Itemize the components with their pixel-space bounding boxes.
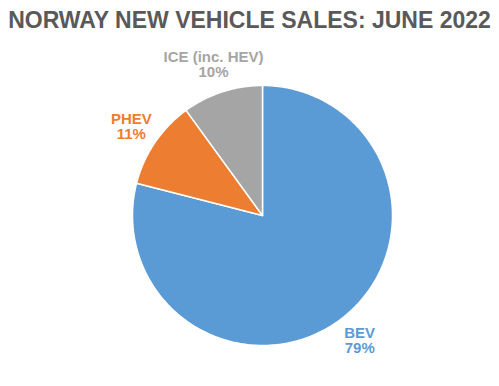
svg-text:BEV79%: BEV79% — [344, 324, 375, 356]
svg-text:PHEV11%: PHEV11% — [111, 110, 152, 142]
html-text:NORWAY NEW VEHICLE SALES: JUNE: NORWAY NEW VEHICLE SALES: JUNE 2022 — [8, 7, 491, 33]
svg-text:ICE (inc. HEV)10%: ICE (inc. HEV)10% — [163, 48, 263, 80]
